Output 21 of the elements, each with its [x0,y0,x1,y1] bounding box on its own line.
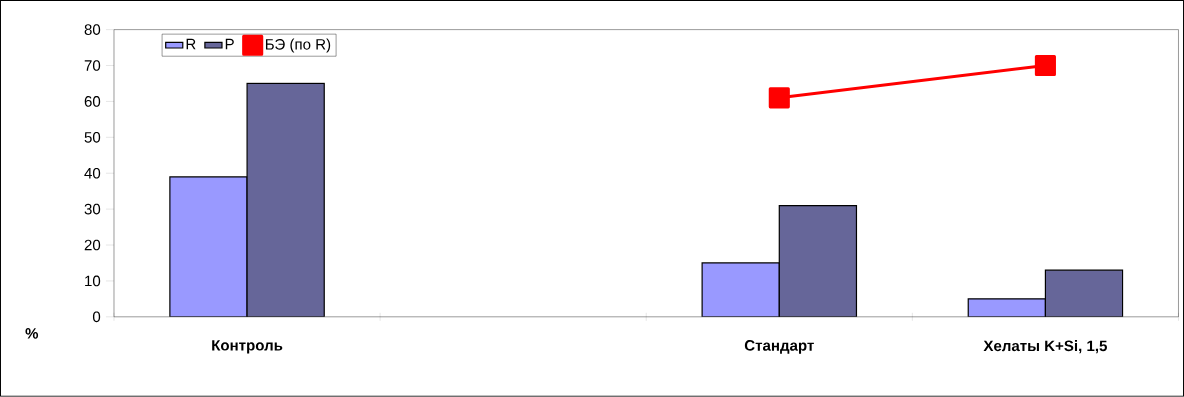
bar [701,262,780,317]
legend-label: P [225,39,234,50]
y-tick-label: 20 [84,239,101,251]
y-tick-label: 50 [84,132,101,143]
bar [778,205,858,317]
legend-label: R [186,39,196,50]
y-tick-label: 30 [84,203,101,215]
x-tick-label: Стандарт [744,340,814,354]
legend-label: БЭ (по R) [265,38,331,53]
y-tick-label: 80 [84,24,101,36]
x-tick-label: Контроль [212,340,283,354]
y-tick-label: 0 [92,311,101,323]
bar [169,176,248,317]
x-tick-label: Хелаты K+Si, 1,5 [983,340,1107,354]
y-tick-label: 10 [85,275,101,287]
bar [246,83,325,317]
bar [1044,269,1124,317]
y-axis-title: % [25,328,39,339]
y-tick-label: 40 [84,168,101,179]
y-tick-label: 60 [84,96,101,107]
y-tick-label: 70 [84,60,101,72]
